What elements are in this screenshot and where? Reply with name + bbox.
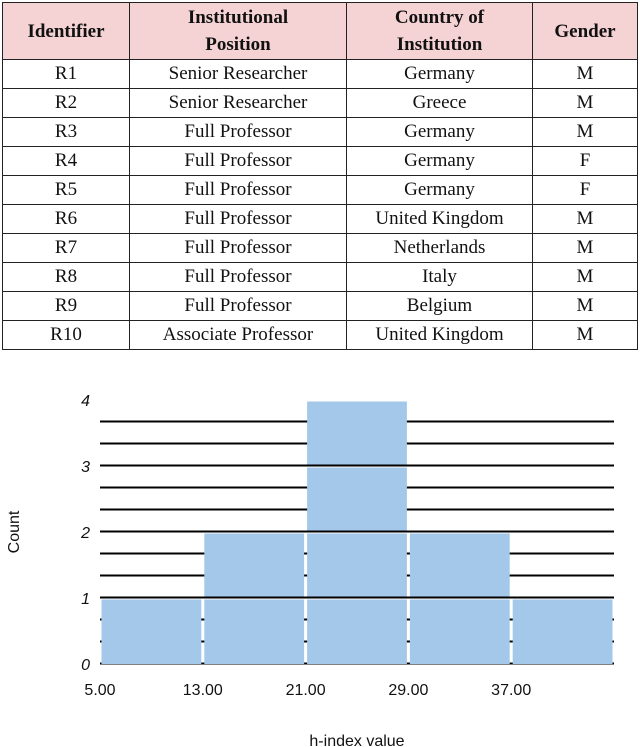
identifier-cell: R8 [2,262,130,292]
position-cell: Full Professor [129,175,347,205]
country-cell: United Kingdom [346,204,533,234]
table-row: R7 Full Professor Netherlands M [2,233,638,263]
position-cell: Senior Researcher [129,88,347,118]
header-country-line2: Institution [396,34,483,55]
table-row: R9 Full Professor Belgium M [2,291,638,321]
y-tick-label: 2 [80,525,90,542]
h-index-histogram: 0 1 2 3 4 5.00 13.00 21.00 29.00 37.00 Count h-inde… [0,378,640,747]
identifier-cell: R6 [2,204,130,234]
header-country-line1: Country of [394,7,485,28]
histogram-bar [204,599,305,664]
identifier-cell: R1 [2,59,130,89]
position-cell: Associate Professor [129,320,347,350]
gender-cell: M [532,320,638,350]
header-gender: Gender [532,2,638,60]
position-cell: Full Professor [129,262,347,292]
header-position-line1: Institutional [187,7,289,28]
y-axis-label: Count [6,510,23,553]
gender-cell: M [532,262,638,292]
x-tick-label: 21.00 [286,682,326,699]
header-gender-text: Gender [554,20,616,42]
identifier-cell: R3 [2,117,130,147]
x-axis-label: h-index value [309,733,404,747]
histogram-bar [101,599,202,664]
country-cell: United Kingdom [346,320,533,350]
table-body: R1 Senior Researcher Germany M R2 Senior Rese… [2,59,638,350]
researchers-table: Identifier Institutional Position Countr… [2,2,638,350]
gender-cell: M [532,204,638,234]
x-tick-label: 13.00 [183,682,223,699]
gender-cell: F [532,146,638,176]
table-header-row: Identifier Institutional Position Countr… [2,2,638,60]
x-tick-label: 29.00 [388,682,428,699]
country-cell: Germany [346,175,533,205]
position-cell: Full Professor [129,291,347,321]
table-row: R1 Senior Researcher Germany M [2,59,638,89]
histogram-bar [409,599,510,664]
position-cell: Full Professor [129,233,347,263]
histogram-bar [307,467,407,531]
country-cell: Germany [346,146,533,176]
identifier-cell: R9 [2,291,130,321]
country-cell: Germany [346,59,533,89]
x-tick-label: 5.00 [84,682,115,699]
gender-cell: M [532,291,638,321]
header-institutional-position: Institutional Position [129,2,347,60]
table-row: R2 Senior Researcher Greece M [2,88,638,118]
y-tick-label: 3 [81,459,90,476]
header-identifier: Identifier [2,2,130,60]
position-cell: Full Professor [129,146,347,176]
table-header: Identifier Institutional Position Countr… [2,2,638,60]
histogram-svg: 0 1 2 3 4 5.00 13.00 21.00 29.00 37.00 Count h-inde… [6,393,614,747]
y-tick-label: 1 [81,591,90,608]
y-tick-label: 4 [81,393,90,410]
table-row: R4 Full Professor Germany F [2,146,638,176]
table-row: R6 Full Professor United Kingdom M [2,204,638,234]
gender-cell: M [532,59,638,89]
histogram-bar [409,533,510,597]
identifier-cell: R4 [2,146,130,176]
x-tick-label: 37.00 [491,682,531,699]
country-cell: Germany [346,117,533,147]
header-country: Country of Institution [346,2,533,60]
table-row: R8 Full Professor Italy M [2,262,638,292]
gender-cell: M [532,117,638,147]
histogram-bar [307,401,407,465]
table-row: R10 Associate Professor United Kingdom M [2,320,638,350]
gender-cell: F [532,175,638,205]
country-cell: Greece [346,88,533,118]
identifier-cell: R2 [2,88,130,118]
gender-cell: M [532,233,638,263]
country-cell: Belgium [346,291,533,321]
histogram-bar [204,533,305,597]
histogram-bar [307,533,407,597]
country-cell: Netherlands [346,233,533,263]
country-cell: Italy [346,262,533,292]
identifier-cell: R7 [2,233,130,263]
histogram-bar [512,599,613,664]
gender-cell: M [532,88,638,118]
header-identifier-text: Identifier [27,20,105,42]
header-position-line2: Position [205,34,271,55]
table-row: R3 Full Professor Germany M [2,117,638,147]
y-tick-label: 0 [81,657,90,674]
position-cell: Full Professor [129,204,347,234]
position-cell: Full Professor [129,117,347,147]
histogram-bar [307,599,407,664]
table-row: R5 Full Professor Germany F [2,175,638,205]
position-cell: Senior Researcher [129,59,347,89]
identifier-cell: R5 [2,175,130,205]
identifier-cell: R10 [2,320,130,350]
